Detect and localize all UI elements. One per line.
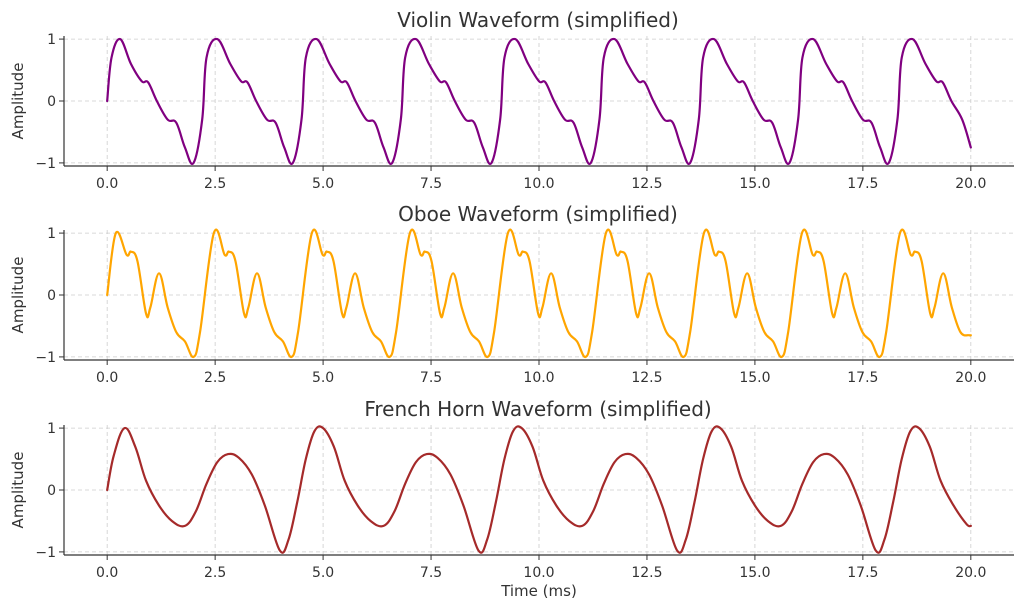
y-tick-label: 1 <box>47 421 56 437</box>
y-tick-label: 0 <box>47 483 56 499</box>
chart-panel-2: 0.0 2.5 5.0 7.5 10.0 12.5 15.0 17.5 20.0 1 0 −1 Oboe… <box>9 202 1014 386</box>
x-tick-label: 7.5 <box>420 176 442 192</box>
waveform-series-line <box>106 425 972 554</box>
chart-panel-3: 0.0 2.5 5.0 7.5 10.0 12.5 15.0 17.5 20.0 1 0 −1 Fren… <box>9 397 1014 600</box>
x-tick-label: 5.0 <box>312 370 334 386</box>
x-tick-label: 7.5 <box>420 565 442 581</box>
x-tick-label: 0.0 <box>96 565 118 581</box>
x-tick-label: 2.5 <box>204 176 226 192</box>
chart-title: Violin Waveform (simplified) <box>397 8 679 32</box>
x-tick-label: 5.0 <box>312 565 334 581</box>
y-tick-label: −1 <box>35 350 56 366</box>
x-tick-label: 15.0 <box>739 370 770 386</box>
y-tick-label: 0 <box>47 288 56 304</box>
y-tick-label: 0 <box>47 94 56 110</box>
x-axis-label: Time (ms) <box>500 582 577 600</box>
y-tick-label: 1 <box>47 32 56 48</box>
y-axis-label: Amplitude <box>9 63 27 140</box>
chart-title: Oboe Waveform (simplified) <box>398 202 678 226</box>
chart-title: French Horn Waveform (simplified) <box>364 397 711 421</box>
x-tick-label: 0.0 <box>96 176 118 192</box>
x-tick-label: 5.0 <box>312 176 334 192</box>
x-tick-label: 12.5 <box>631 176 662 192</box>
y-axis-label: Amplitude <box>9 257 27 334</box>
x-tick-label: 12.5 <box>631 565 662 581</box>
x-tick-label: 20.0 <box>955 176 986 192</box>
x-tick-label: 10.0 <box>523 565 554 581</box>
y-tick-label: −1 <box>35 156 56 172</box>
x-tick-label: 20.0 <box>955 370 986 386</box>
waveform-series-line <box>106 37 972 166</box>
y-axis-label: Amplitude <box>9 452 27 529</box>
x-tick-label: 7.5 <box>420 370 442 386</box>
waveform-series-line <box>106 228 972 359</box>
x-tick-label: 10.0 <box>523 176 554 192</box>
x-tick-label: 17.5 <box>847 176 878 192</box>
y-tick-label: 1 <box>47 226 56 242</box>
x-tick-label: 15.0 <box>739 565 770 581</box>
x-tick-label: 12.5 <box>631 370 662 386</box>
x-tick-label: 0.0 <box>96 370 118 386</box>
x-tick-label: 17.5 <box>847 370 878 386</box>
x-tick-label: 2.5 <box>204 565 226 581</box>
x-tick-label: 10.0 <box>523 370 554 386</box>
x-tick-label: 15.0 <box>739 176 770 192</box>
y-tick-label: −1 <box>35 545 56 561</box>
x-tick-label: 2.5 <box>204 370 226 386</box>
x-tick-label: 20.0 <box>955 565 986 581</box>
chart-panel-1: 0.0 2.5 5.0 7.5 10.0 12.5 15.0 17.5 20.0 1 0 −1 Viol… <box>9 8 1014 192</box>
x-tick-label: 17.5 <box>847 565 878 581</box>
